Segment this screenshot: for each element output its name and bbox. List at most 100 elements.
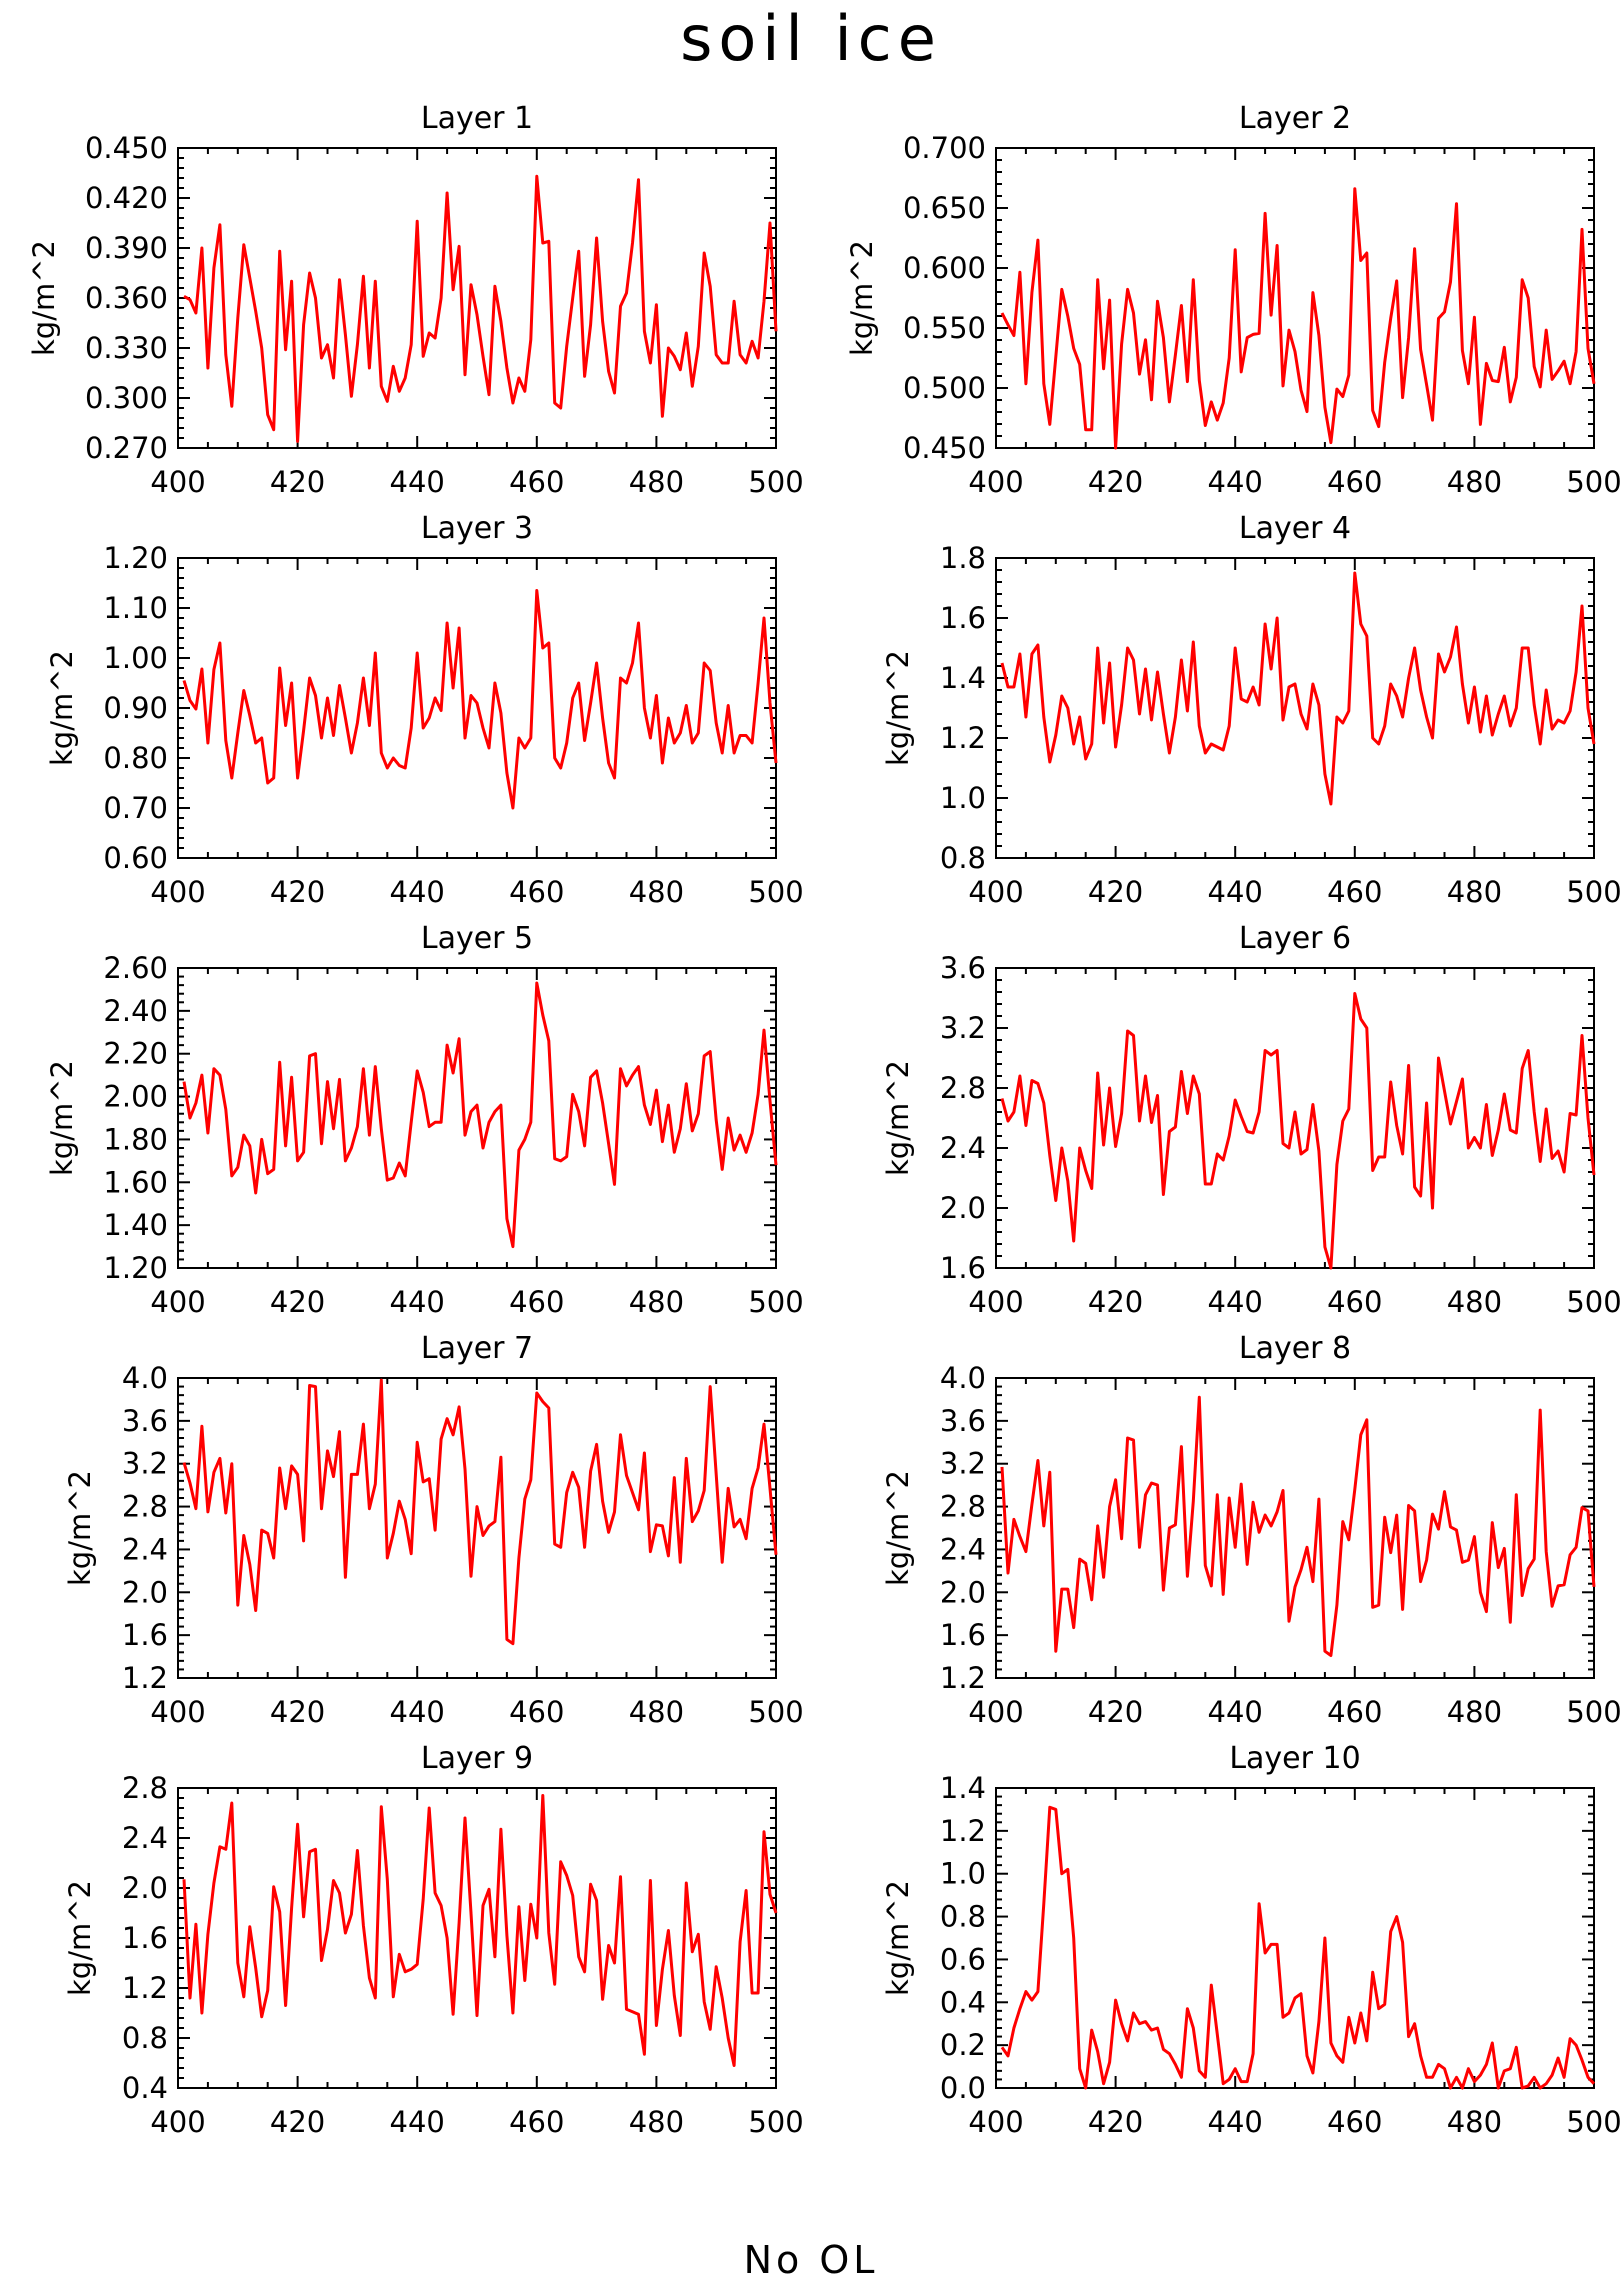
- series-line: [182, 981, 778, 1249]
- y-axis-label: kg/m^2: [27, 240, 61, 356]
- y-tick-label: 1.20: [103, 541, 168, 575]
- panel-layer-4: Layer 4 400 420 440 460 480 500 0.8 1.0 1.2 1.4 1.6…: [881, 511, 1622, 909]
- y-tick-label: 1.6: [940, 1251, 986, 1285]
- panel-title: Layer 8: [1239, 1331, 1351, 1366]
- y-tick-label: 2.00: [103, 1080, 168, 1114]
- y-tick-label: 3.2: [940, 1447, 986, 1481]
- x-tick-label: 400: [968, 1285, 1023, 1319]
- x-tick-label: 500: [1566, 1285, 1621, 1319]
- y-tick-label: 2.8: [940, 1490, 986, 1524]
- y-tick-label: 1.00: [103, 641, 168, 675]
- x-tick-label: 400: [968, 1695, 1023, 1729]
- x-tick-label: 500: [1566, 875, 1621, 909]
- panel-layer-10: Layer 10 400 420 440 460 480 500 0.0 0.2 0.4 0.6 0.…: [881, 1741, 1622, 2139]
- y-tick-label: 0.60: [103, 841, 168, 875]
- x-tick-label: 460: [1327, 1695, 1382, 1729]
- plot-frame: [995, 1787, 1595, 2089]
- x-tick-label: 440: [1208, 1695, 1263, 1729]
- y-tick-label: 0.8: [122, 2021, 168, 2055]
- y-tick-label: 4.0: [122, 1361, 168, 1395]
- x-tick-label: 460: [509, 2105, 564, 2139]
- y-tick-label: 0.390: [85, 231, 168, 265]
- x-tick-label: 420: [1088, 2105, 1143, 2139]
- y-tick-label: 0.360: [85, 281, 168, 315]
- y-axis-label: kg/m^2: [63, 1470, 97, 1586]
- series-line: [183, 174, 778, 443]
- series-line: [182, 1794, 778, 2067]
- panel-title: Layer 10: [1229, 1741, 1360, 1776]
- y-tick-label: 0.4: [122, 2071, 168, 2105]
- y-tick-label: 1.40: [103, 1208, 168, 1242]
- x-tick-label: 480: [629, 875, 684, 909]
- series-line: [1000, 1805, 1596, 2090]
- y-tick-label: 2.0: [940, 1575, 986, 1609]
- y-tick-label: 1.6: [940, 1618, 986, 1652]
- x-tick-label: 400: [968, 2105, 1023, 2139]
- y-tick-label: 1.4: [940, 1771, 986, 1805]
- y-tick-label: 0.500: [903, 371, 986, 405]
- x-tick-label: 460: [1327, 875, 1382, 909]
- y-axis-label: kg/m^2: [881, 1060, 915, 1176]
- x-tick-label: 420: [270, 465, 325, 499]
- x-tick-label: 480: [1447, 465, 1502, 499]
- x-tick-label: 420: [1088, 1285, 1143, 1319]
- x-tick-label: 500: [1566, 2105, 1621, 2139]
- panel-title: Layer 2: [1239, 101, 1351, 136]
- panel-title: Layer 4: [1239, 511, 1351, 546]
- x-tick-label: 480: [629, 1285, 684, 1319]
- x-tick-label: 440: [390, 2105, 445, 2139]
- x-tick-label: 440: [390, 1695, 445, 1729]
- plot-frame: [995, 147, 1595, 449]
- y-tick-label: 1.6: [122, 1618, 168, 1652]
- panel-layer-5: Layer 5 400 420 440 460 480 500 1.20 1.40 1.60 1.8…: [45, 921, 804, 1319]
- panel-title: Layer 9: [421, 1741, 533, 1776]
- plot-frame: [177, 967, 777, 1269]
- footer-text: No OL: [743, 2238, 879, 2282]
- x-tick-label: 500: [748, 2105, 803, 2139]
- y-tick-label: 1.2: [940, 721, 986, 755]
- y-axis-label: kg/m^2: [881, 650, 915, 766]
- x-tick-label: 400: [150, 465, 205, 499]
- y-tick-label: 1.2: [122, 1971, 168, 2005]
- y-axis-label: kg/m^2: [45, 1060, 79, 1176]
- plot-frame: [177, 1377, 777, 1679]
- series-line: [182, 1378, 778, 1646]
- plot-frame: [177, 1787, 777, 2089]
- y-tick-label: 2.0: [122, 1575, 168, 1609]
- x-tick-label: 420: [270, 1695, 325, 1729]
- panel-title: Layer 5: [421, 921, 533, 956]
- y-tick-label: 1.10: [103, 591, 168, 625]
- y-tick-label: 0.8: [940, 1900, 986, 1934]
- y-tick-label: 0.650: [903, 191, 986, 225]
- x-tick-label: 460: [509, 875, 564, 909]
- series-line: [182, 589, 778, 810]
- x-tick-label: 400: [150, 2105, 205, 2139]
- x-tick-label: 440: [390, 465, 445, 499]
- y-tick-label: 4.0: [940, 1361, 986, 1395]
- y-tick-label: 0.2: [940, 2028, 986, 2062]
- y-tick-label: 1.8: [940, 541, 986, 575]
- x-tick-label: 440: [390, 875, 445, 909]
- y-tick-label: 2.4: [122, 1821, 168, 1855]
- x-tick-label: 440: [1208, 2105, 1263, 2139]
- x-tick-label: 460: [1327, 1285, 1382, 1319]
- x-tick-label: 460: [509, 1695, 564, 1729]
- x-tick-label: 460: [1327, 2105, 1382, 2139]
- y-tick-label: 0.550: [903, 311, 986, 345]
- x-tick-label: 420: [1088, 875, 1143, 909]
- y-tick-label: 0.270: [85, 431, 168, 465]
- y-axis-label: kg/m^2: [63, 1880, 97, 1996]
- y-tick-label: 1.6: [940, 601, 986, 635]
- panel-title: Layer 6: [1239, 921, 1351, 956]
- y-tick-label: 0.80: [103, 741, 168, 775]
- panel-title: Layer 3: [421, 511, 533, 546]
- x-tick-label: 420: [270, 1285, 325, 1319]
- x-tick-label: 400: [150, 1285, 205, 1319]
- x-tick-label: 500: [748, 1695, 803, 1729]
- x-tick-label: 440: [1208, 465, 1263, 499]
- x-tick-label: 500: [748, 875, 803, 909]
- y-tick-label: 0.6: [940, 1942, 986, 1976]
- y-tick-label: 2.4: [122, 1532, 168, 1566]
- x-tick-label: 400: [150, 875, 205, 909]
- y-tick-label: 0.450: [903, 431, 986, 465]
